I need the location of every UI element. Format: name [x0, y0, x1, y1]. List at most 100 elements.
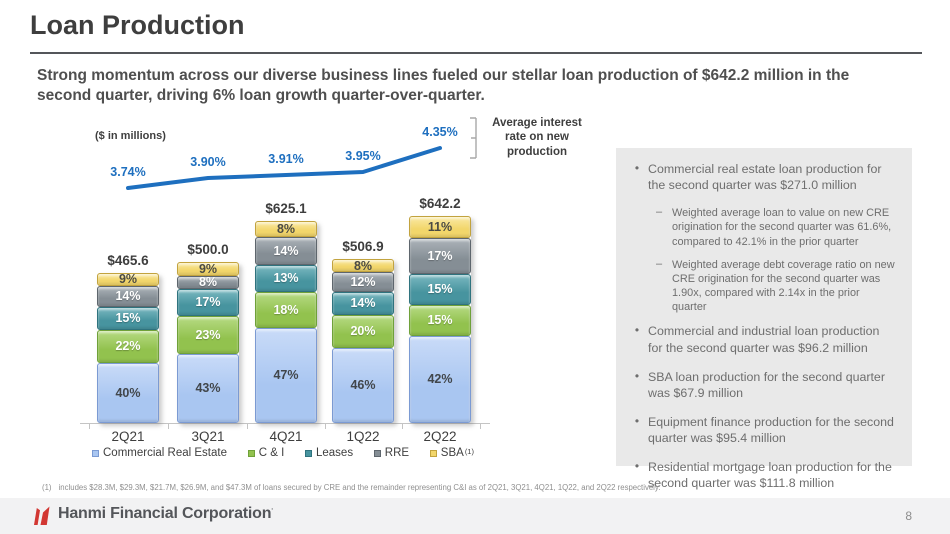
x-axis — [80, 423, 490, 424]
axis-tick — [479, 424, 481, 429]
footer-bar: Hanmi Financial Corporation· 8 — [0, 498, 950, 534]
bar-segment: 8% — [255, 221, 317, 238]
legend-swatch-icon — [373, 450, 381, 457]
bar-segment: 18% — [255, 291, 317, 329]
bracket-shape — [470, 117, 477, 159]
legend-swatch-icon — [247, 450, 255, 457]
bar-segment: 15% — [409, 304, 471, 336]
bar-segment: 14% — [332, 292, 394, 315]
bullet-marker: • — [634, 323, 640, 338]
sub-bullet-text: Weighted average loan to value on new CR… — [672, 207, 892, 248]
page-title: Loan Production — [30, 10, 245, 40]
bar-segment: 23% — [177, 316, 239, 354]
avg-rate-axis-label: Average interest rate on new production — [492, 117, 582, 158]
legend-label: SBA — [440, 447, 464, 459]
footnote-marker: (1) — [42, 483, 52, 492]
panel-bullet: • Equipment finance production for the se… — [626, 414, 896, 446]
bar-segment: 22% — [97, 329, 159, 363]
legend-item: Leases — [304, 447, 354, 459]
x-axis-category-label: 1Q22 — [346, 429, 380, 444]
panel-sub-bullet: – Weighted average debt coverage ratio on… — [656, 258, 896, 315]
bar-segment: 40% — [97, 362, 159, 423]
bar-total-label: $642.2 — [419, 195, 461, 211]
trademark-mark: · — [271, 506, 274, 514]
bar-segment: 15% — [97, 307, 159, 330]
sub-bullet-marker: – — [656, 257, 663, 270]
bar-segment: 13% — [255, 265, 317, 292]
legend-item: RRE — [373, 447, 410, 459]
legend-label: Leases — [315, 447, 354, 459]
bar-total-label: $500.0 — [187, 241, 229, 257]
footnote-text: includes $28.3M, $29.3M, $21.7M, $26.9M,… — [58, 483, 661, 492]
bullet-text: Commercial and industrial loan productio… — [648, 324, 880, 355]
rate-data-label: 3.90% — [190, 155, 226, 169]
bar-segment: 46% — [332, 347, 394, 423]
loan-production-chart: ($ in millions) 9% 14% 15% 22% 40% $465.6 2Q21… — [80, 110, 510, 490]
title-divider — [30, 52, 922, 54]
rate-data-label: 4.35% — [422, 125, 458, 139]
bar-segment: 17% — [409, 238, 471, 274]
legend-swatch-icon — [304, 450, 312, 457]
axis-tick — [168, 424, 169, 429]
bar-segment: 8% — [177, 276, 239, 289]
legend-swatch-icon — [429, 450, 437, 457]
bullet-marker: • — [634, 161, 640, 175]
panel-bullet: • Commercial real estate loan production … — [626, 161, 896, 193]
bullet-text: Commercial real estate loan production f… — [648, 162, 882, 193]
bar-total-label: $506.9 — [342, 239, 384, 255]
bar-total-label: $465.6 — [107, 252, 149, 268]
sub-bullet-marker: – — [656, 206, 663, 219]
x-axis-category-label: 2Q22 — [423, 429, 457, 444]
rate-data-label: 3.91% — [268, 152, 304, 166]
stacked-bar-3Q21: 9% 8% 17% 23% 43% — [177, 261, 239, 424]
bar-segment: 47% — [255, 328, 317, 423]
stacked-bar-2Q22: 11% 17% 15% 15% 42% — [409, 215, 471, 423]
panel-sub-bullet: – Weighted average loan to value on new C… — [656, 206, 896, 249]
highlights-panel: • Commercial real estate loan production … — [616, 148, 912, 490]
brand-name: Hanmi Financial Corporation· — [58, 505, 274, 522]
axis-tick — [401, 424, 403, 429]
axis-tick — [324, 424, 326, 429]
legend-swatch-icon — [92, 450, 99, 457]
bar-segment: 17% — [177, 288, 239, 317]
legend-label: RRE — [384, 447, 410, 459]
bullet-text: Residential mortgage loan production for… — [648, 460, 892, 491]
page-number: 8 — [905, 509, 912, 523]
legend-item: Commercial Real Estate — [92, 447, 227, 459]
legend-label: Commercial Real Estate — [103, 447, 227, 459]
x-axis-category-label: 3Q21 — [191, 429, 225, 444]
bar-segment: 11% — [409, 215, 471, 239]
x-axis-category-label: 2Q21 — [111, 429, 145, 444]
bar-segment: 20% — [332, 314, 394, 348]
bullet-text: SBA loan production for the second quart… — [648, 369, 885, 400]
bar-segment: 12% — [332, 272, 394, 292]
bullet-marker: • — [634, 459, 640, 474]
panel-bullet: • SBA loan production for the second quar… — [626, 369, 896, 401]
x-axis-category-label: 4Q21 — [269, 429, 303, 444]
bar-segment: 42% — [409, 335, 471, 423]
axis-tick — [247, 424, 248, 429]
legend-footnote-ref: (1) — [464, 447, 474, 456]
rate-data-label: 3.95% — [345, 149, 381, 163]
bullet-marker: • — [634, 368, 640, 383]
bar-segment: 14% — [255, 237, 317, 266]
bar-segment: 8% — [332, 259, 394, 273]
chart-legend: Commercial Real Estate C & I Leases RRE SBA(… — [92, 447, 474, 459]
bullet-marker: • — [634, 413, 640, 428]
stacked-bar-2Q21: 9% 14% 15% 22% 40% — [97, 272, 159, 423]
stacked-bar-1Q22: 8% 12% 14% 20% 46% — [332, 259, 394, 423]
bar-total-label: $625.1 — [265, 201, 307, 217]
bar-segment: 9% — [97, 272, 159, 287]
panel-bullet: • Commercial and industrial loan producti… — [626, 323, 896, 355]
sub-bullet-text: Weighted average debt coverage ratio on … — [672, 258, 895, 314]
bar-segment: 15% — [409, 273, 471, 305]
legend-item: SBA (1) — [429, 447, 474, 459]
bar-segment: 14% — [97, 286, 159, 308]
bar-segment: 43% — [177, 353, 239, 423]
bullet-text: Equipment finance production for the sec… — [648, 414, 894, 446]
stacked-bar-4Q21: 8% 14% 13% 18% 47% — [255, 221, 317, 423]
bar-segment: 9% — [177, 261, 239, 277]
legend-label: C & I — [258, 447, 285, 459]
footnote: (1) includes $28.3M, $29.3M, $21.7M, $26.… — [42, 483, 922, 492]
